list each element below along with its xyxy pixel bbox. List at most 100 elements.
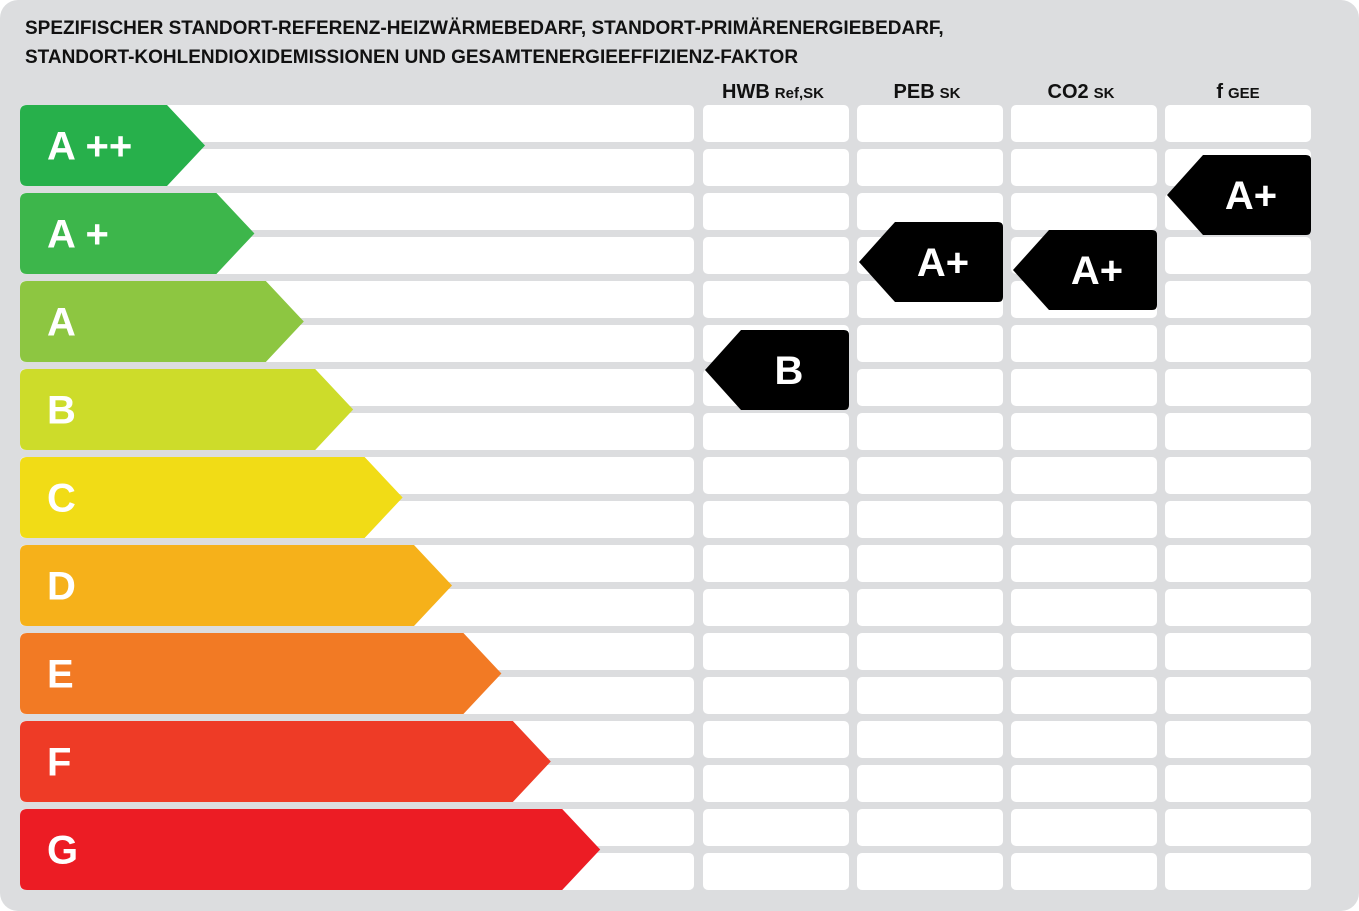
cell-strip: [857, 677, 1003, 714]
cell-strip: [1011, 589, 1157, 626]
cell-strip: [857, 413, 1003, 450]
cell-strip: [857, 457, 1003, 494]
cell-strip: [1165, 721, 1311, 758]
rating-marker: [1013, 230, 1157, 310]
cell-strip: [703, 809, 849, 846]
rating-label: A+: [917, 241, 969, 285]
cell-strip: [1011, 413, 1157, 450]
cell-strip: [703, 677, 849, 714]
cell-strip: [1165, 809, 1311, 846]
cell-strip: [703, 237, 849, 274]
class-label: B: [47, 389, 76, 433]
column-header: HWB Ref,SK: [722, 81, 824, 103]
class-label: A ++: [47, 125, 132, 169]
rating-label: B: [775, 349, 804, 393]
cell-strip: [857, 193, 1003, 230]
rating-marker: [1167, 155, 1311, 235]
cell-strip: [1011, 325, 1157, 362]
cell-strip: [1165, 589, 1311, 626]
class-label: G: [47, 829, 78, 873]
column-header: f GEE: [1216, 81, 1259, 103]
column-header: PEB SK: [894, 81, 961, 103]
cell-strip: [703, 853, 849, 890]
class-arrow: [20, 369, 354, 450]
cell-strip: [857, 545, 1003, 582]
class-label: C: [47, 477, 76, 521]
cell-strip: [1165, 369, 1311, 406]
cell-strip: [857, 633, 1003, 670]
cell-strip: [1011, 765, 1157, 802]
cell-strip: [857, 369, 1003, 406]
cell-strip: [703, 721, 849, 758]
rating-label: A+: [1071, 249, 1123, 293]
class-arrow: [20, 545, 452, 626]
cell-strip: [703, 105, 849, 142]
cell-strip: [1165, 325, 1311, 362]
cell-strip: [1165, 545, 1311, 582]
cell-strip: [703, 501, 849, 538]
rating-marker: [859, 222, 1003, 302]
class-label: A +: [47, 213, 109, 257]
title-line: STANDORT-KOHLENDIOXIDEMISSIONEN UND GESA…: [25, 47, 798, 68]
column-name: CO2: [1048, 81, 1089, 103]
class-arrow: [20, 633, 502, 714]
cell-strip: [857, 149, 1003, 186]
rating-label: A+: [1225, 174, 1277, 218]
column-sub: Ref,SK: [775, 85, 824, 102]
cell-strip: [857, 853, 1003, 890]
cell-strip: [857, 765, 1003, 802]
cell-strip: [1165, 457, 1311, 494]
class-label: A: [47, 301, 76, 345]
cell-strip: [1011, 809, 1157, 846]
cell-strip: [703, 193, 849, 230]
cell-strip: [703, 281, 849, 318]
column-header: CO2 SK: [1048, 81, 1115, 103]
cell-strip: [1165, 677, 1311, 714]
cell-strip: [857, 325, 1003, 362]
cell-strip: [1165, 281, 1311, 318]
column-name: HWB: [722, 81, 770, 103]
cell-strip: [1165, 237, 1311, 274]
class-arrow: [20, 193, 255, 274]
cell-strip: [1165, 765, 1311, 802]
cell-strip: [1011, 457, 1157, 494]
class-arrow: [20, 105, 205, 186]
cell-strip: [1011, 193, 1157, 230]
cell-strip: [703, 457, 849, 494]
cell-strip: [1165, 105, 1311, 142]
column-sub: SK: [1094, 85, 1115, 102]
cell-strip: [1011, 853, 1157, 890]
cell-strip: [857, 105, 1003, 142]
cell-strip: [1011, 149, 1157, 186]
cell-strip: [703, 149, 849, 186]
cell-strip: [1011, 105, 1157, 142]
cell-strip: [1011, 721, 1157, 758]
cell-strip: [1165, 413, 1311, 450]
cell-strip: [857, 721, 1003, 758]
class-arrow: [20, 457, 403, 538]
column-name: PEB: [894, 81, 935, 103]
cell-strip: [857, 809, 1003, 846]
cell-strip: [703, 633, 849, 670]
cell-strip: [703, 545, 849, 582]
cell-strip: [703, 589, 849, 626]
cell-strip: [1011, 545, 1157, 582]
rating-marker: [705, 330, 849, 410]
cell-strip: [703, 413, 849, 450]
class-label: F: [47, 741, 71, 785]
cell-strip: [1011, 633, 1157, 670]
column-name: f: [1216, 81, 1223, 103]
class-label: E: [47, 653, 74, 697]
cell-strip: [857, 589, 1003, 626]
class-label: D: [47, 565, 76, 609]
column-sub: SK: [940, 85, 961, 102]
cell-strip: [1011, 501, 1157, 538]
class-arrow: [20, 281, 304, 362]
column-sub: GEE: [1228, 85, 1260, 102]
cell-strip: [1011, 677, 1157, 714]
cell-strip: [1165, 501, 1311, 538]
cell-strip: [1165, 853, 1311, 890]
cell-strip: [1011, 369, 1157, 406]
cell-strip: [1165, 633, 1311, 670]
